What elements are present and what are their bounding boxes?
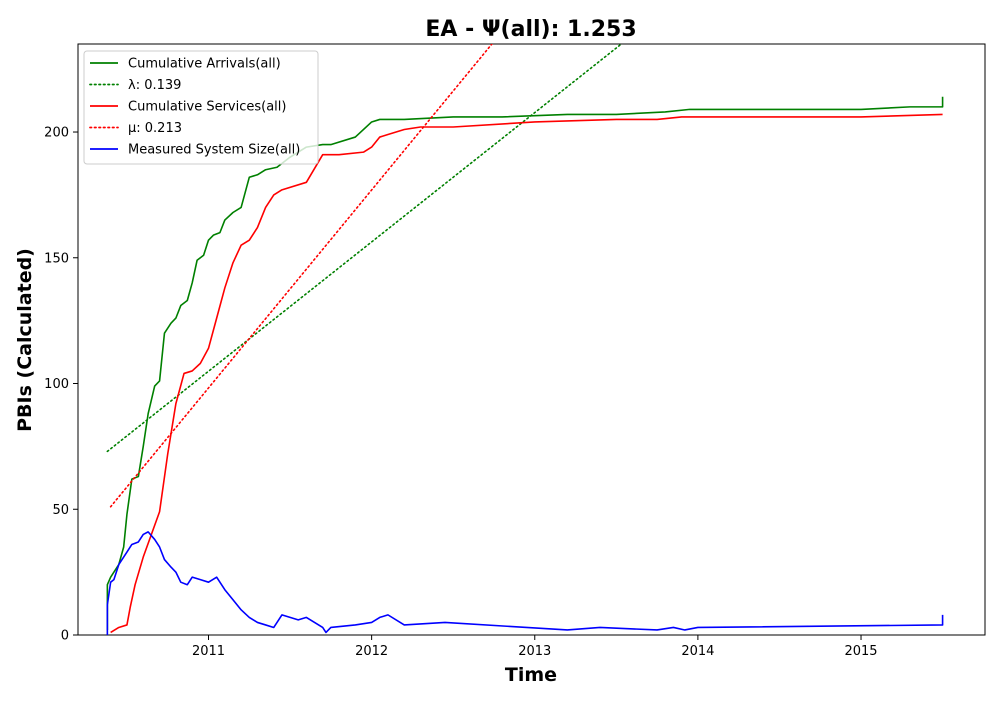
chart-title: EA - Ψ(all): 1.253 xyxy=(425,17,636,42)
legend-entries: Cumulative Arrivals(all) λ: 0.139 Cumulati… xyxy=(89,57,300,158)
x-tick-label: 2012 xyxy=(355,644,388,659)
y-tick-label: 100 xyxy=(44,377,69,392)
legend-label-lambda: λ: 0.139 xyxy=(128,78,181,93)
legend-label-system_size: Measured System Size(all) xyxy=(128,143,300,158)
y-tick-label: 50 xyxy=(52,503,69,518)
legend-label-arrivals: Cumulative Arrivals(all) xyxy=(128,57,281,72)
series-line-mu xyxy=(109,44,493,508)
x-axis-ticks: 2011 2012 2013 2014 2015 xyxy=(192,635,878,659)
y-tick-label: 0 xyxy=(61,629,69,644)
series-line-lambda xyxy=(106,44,623,453)
legend: Cumulative Arrivals(all) λ: 0.139 Cumulati… xyxy=(83,50,319,165)
legend-label-mu: μ: 0.213 xyxy=(128,121,182,136)
plot-area-frame xyxy=(77,43,986,636)
x-axis-label: Time xyxy=(505,664,557,686)
x-tick-label: 2011 xyxy=(192,644,225,659)
y-axis-label: PBIs (Calculated) xyxy=(14,248,36,432)
y-axis-ticks: 0 50 100 150 200 xyxy=(44,126,78,644)
x-tick-label: 2014 xyxy=(681,644,714,659)
x-tick-label: 2013 xyxy=(518,644,551,659)
series-line-services xyxy=(110,113,943,634)
y-tick-label: 200 xyxy=(44,126,69,141)
series-line-arrivals xyxy=(106,96,944,630)
x-tick-label: 2015 xyxy=(844,644,877,659)
series-layer xyxy=(106,44,944,635)
series-line-system_size xyxy=(106,531,944,635)
y-tick-label: 150 xyxy=(44,251,69,266)
legend-box xyxy=(83,50,319,165)
legend-label-services: Cumulative Services(all) xyxy=(128,100,286,115)
